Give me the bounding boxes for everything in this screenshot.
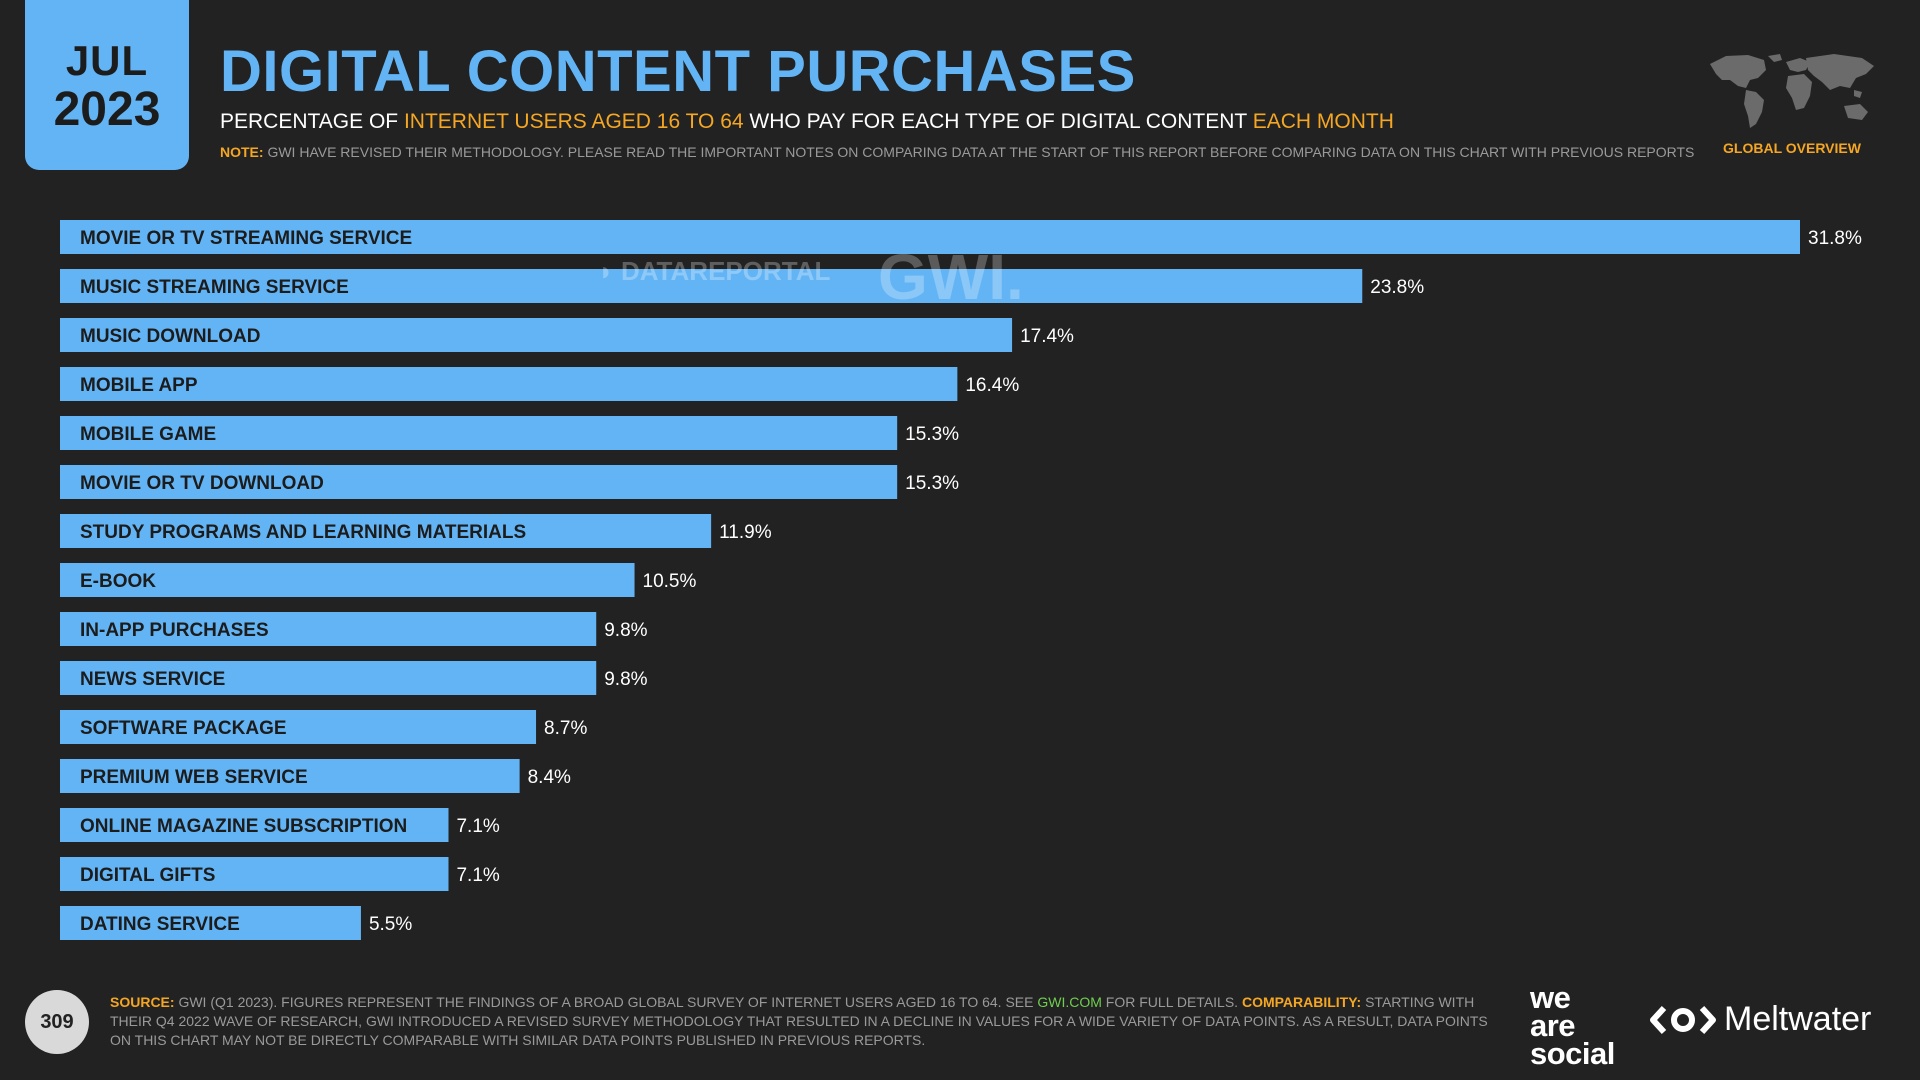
bar-4 xyxy=(60,367,958,401)
bar-category-label: E-BOOK xyxy=(80,571,156,592)
bar-category-label: MOVIE OR TV DOWNLOAD xyxy=(80,473,324,494)
bar-category-label: NEWS SERVICE xyxy=(80,669,225,690)
bar-category-label: DIGITAL GIFTS xyxy=(80,865,215,886)
bar-value-label: 31.8% xyxy=(1808,228,1862,249)
date-badge: JUL 2023 xyxy=(25,0,189,170)
gwi-watermark: GWI. xyxy=(878,241,1024,313)
bar-5 xyxy=(60,416,898,450)
region-label: GLOBAL OVERVIEW xyxy=(1723,140,1861,156)
bar-value-label: 23.8% xyxy=(1370,277,1424,298)
bar-8 xyxy=(60,563,635,597)
source-text: GWI (Q1 2023). FIGURES REPRESENT THE FIN… xyxy=(174,994,1038,1010)
brand-line-social: social xyxy=(1530,1036,1615,1071)
bar-9 xyxy=(60,612,597,646)
bar-category-label: STUDY PROGRAMS AND LEARNING MATERIALS xyxy=(80,522,526,543)
bar-category-label: MOVIE OR TV STREAMING SERVICE xyxy=(80,228,412,249)
source-label: SOURCE: xyxy=(110,994,175,1010)
bar-category-label: SOFTWARE PACKAGE xyxy=(80,718,287,739)
bar-14 xyxy=(60,857,449,891)
bar-15 xyxy=(60,906,361,940)
bar-category-label: MOBILE GAME xyxy=(80,424,216,445)
bar-10 xyxy=(60,661,597,695)
note-text: GWI HAVE REVISED THEIR METHODOLOGY. PLEA… xyxy=(263,144,1695,160)
bar-value-label: 8.4% xyxy=(528,767,571,788)
datareportal-watermark-text: DATAREPORTAL xyxy=(620,256,831,286)
bar-category-label: MUSIC STREAMING SERVICE xyxy=(80,277,349,298)
subtitle-prefix: PERCENTAGE OF xyxy=(220,110,404,133)
datareportal-watermark: ◗ DATAREPORTAL xyxy=(598,256,830,287)
gwi-link[interactable]: GWI.COM xyxy=(1037,994,1102,1010)
bar-value-label: 5.5% xyxy=(369,914,412,935)
bar-6 xyxy=(60,465,898,499)
bar-value-label: 9.8% xyxy=(604,669,647,690)
datareportal-logo-icon: ◗ xyxy=(598,256,621,286)
bar-category-label: MOBILE APP xyxy=(80,375,198,396)
date-year: 2023 xyxy=(53,83,161,136)
date-month: JUL xyxy=(65,37,149,84)
source-note: SOURCE: GWI (Q1 2023). FIGURES REPRESENT… xyxy=(110,993,1490,1050)
bar-value-label: 8.7% xyxy=(544,718,587,739)
comparability-text: STARTING WITH THEIR Q4 2022 WAVE OF RESE… xyxy=(110,994,1488,1048)
page-subtitle: PERCENTAGE OF INTERNET USERS AGED 16 TO … xyxy=(220,110,1394,134)
note-label: NOTE: xyxy=(220,144,264,160)
brand-line-we: we xyxy=(1530,980,1571,1015)
bar-category-label: MUSIC DOWNLOAD xyxy=(80,326,260,347)
brand-line-are: are xyxy=(1530,1008,1576,1043)
bar-12 xyxy=(60,759,520,793)
bar-3 xyxy=(60,318,1013,352)
we-are-social-logo: we are social xyxy=(1530,980,1615,1071)
bar-1 xyxy=(60,220,1800,254)
subtitle-highlight-frequency: EACH MONTH xyxy=(1252,110,1394,133)
source-text-cont: FOR FULL DETAILS. xyxy=(1101,994,1242,1010)
meltwater-logo: Meltwater xyxy=(1650,1000,1871,1039)
meltwater-mark-icon xyxy=(1650,1005,1716,1034)
bar-value-label: 15.3% xyxy=(905,473,959,494)
comparability-label: COMPARABILITY: xyxy=(1241,994,1362,1010)
page-title: DIGITAL CONTENT PURCHASES xyxy=(220,39,1136,104)
bar-category-label: ONLINE MAGAZINE SUBSCRIPTION xyxy=(80,816,407,837)
bar-value-label: 17.4% xyxy=(1020,326,1074,347)
bar-value-label: 9.8% xyxy=(604,620,647,641)
subtitle-middle: WHO PAY FOR EACH TYPE OF DIGITAL CONTENT xyxy=(743,110,1253,133)
world-map-icon xyxy=(1710,54,1874,128)
bar-11 xyxy=(60,710,537,744)
bar-category-label: IN-APP PURCHASES xyxy=(80,620,269,641)
bar-value-label: 15.3% xyxy=(905,424,959,445)
subtitle-highlight-audience: INTERNET USERS AGED 16 TO 64 xyxy=(403,110,744,133)
methodology-note: NOTE: GWI HAVE REVISED THEIR METHODOLOGY… xyxy=(220,144,1694,160)
bar-category-label: PREMIUM WEB SERVICE xyxy=(80,767,308,788)
bar-13 xyxy=(60,808,449,842)
bar-value-label: 16.4% xyxy=(965,375,1019,396)
bar-value-label: 7.1% xyxy=(456,816,499,837)
meltwater-wordmark: Meltwater xyxy=(1724,1000,1872,1038)
bar-7 xyxy=(60,514,712,548)
bar-value-label: 11.9% xyxy=(719,522,772,543)
page-number: 309 xyxy=(25,990,89,1054)
bar-value-label: 7.1% xyxy=(456,865,499,886)
bar-category-label: DATING SERVICE xyxy=(80,914,240,935)
bar-value-label: 10.5% xyxy=(643,571,697,592)
bar-2 xyxy=(60,269,1363,303)
